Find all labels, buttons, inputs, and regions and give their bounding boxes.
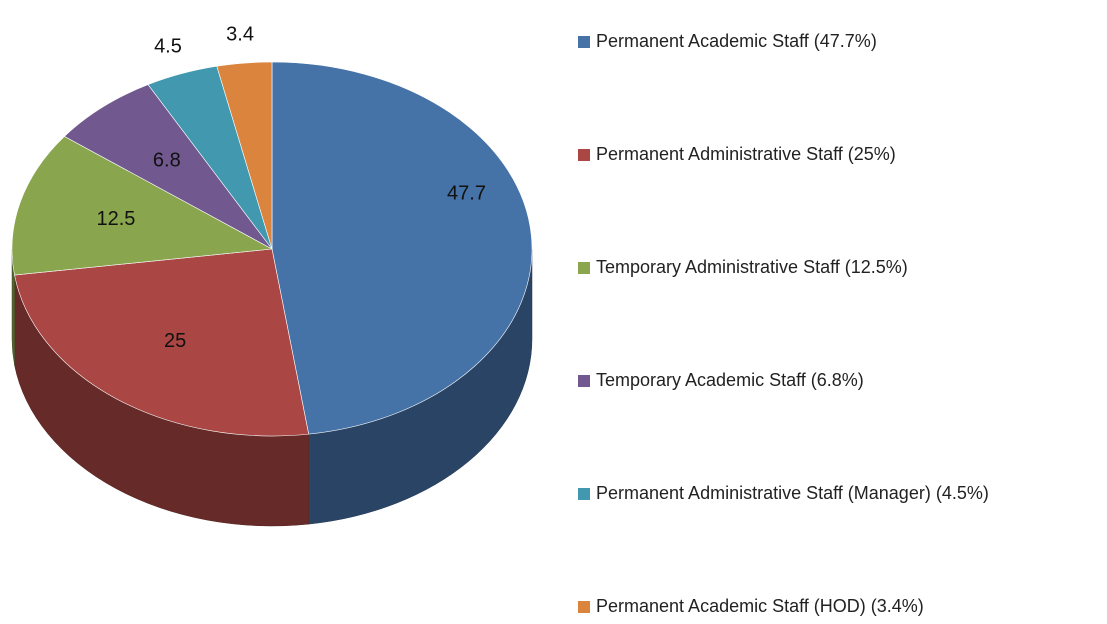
data-label: 4.5 <box>154 36 182 58</box>
legend-swatch <box>578 36 590 48</box>
legend-label: Permanent Academic Staff (HOD) (3.4%) <box>596 596 924 616</box>
legend-label: Temporary Academic Staff (6.8%) <box>596 370 864 390</box>
legend-label: Temporary Administrative Staff (12.5%) <box>596 257 908 277</box>
legend-swatch <box>578 262 590 274</box>
legend-label: Permanent Academic Staff (47.7%) <box>596 31 877 51</box>
pie-slice <box>216 61 273 250</box>
pie-slice <box>11 136 273 276</box>
data-label: 6.8 <box>153 149 181 171</box>
data-label: 3.4 <box>226 23 254 45</box>
legend-swatch <box>578 601 590 613</box>
legend-swatch <box>578 375 590 387</box>
legend-swatch <box>578 149 590 161</box>
pie-slice <box>271 61 533 435</box>
legend-label: Permanent Administrative Staff (25%) <box>596 144 896 164</box>
legend-label: Permanent Administrative Staff (Manager)… <box>596 483 989 503</box>
pie-slice <box>14 248 310 437</box>
legend-swatch <box>578 488 590 500</box>
data-label: 12.5 <box>96 208 135 230</box>
data-label: 47.7 <box>447 182 486 204</box>
data-label: 25 <box>164 330 186 352</box>
pie-slice <box>63 84 273 250</box>
